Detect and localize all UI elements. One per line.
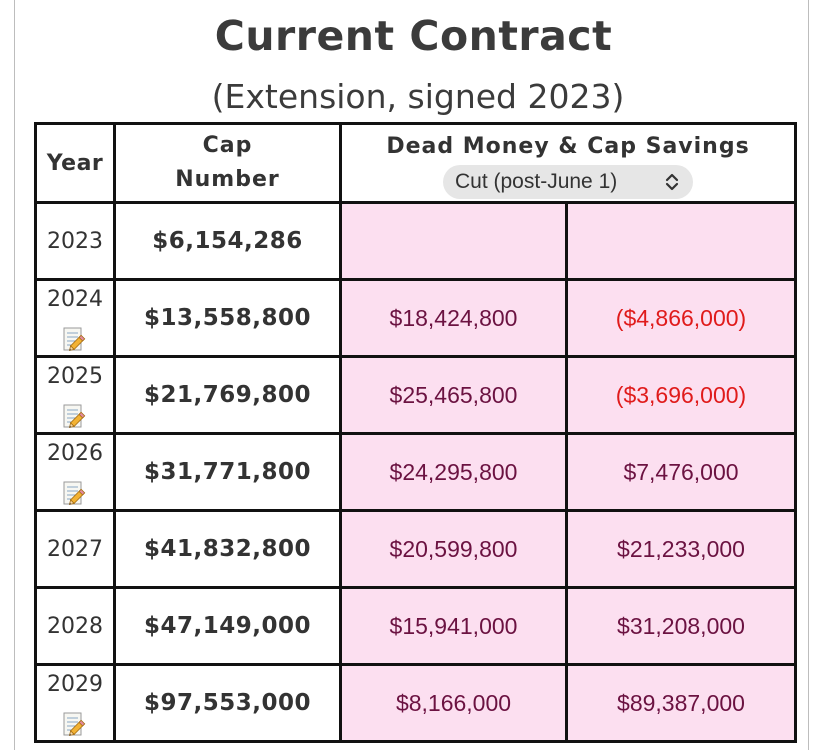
chevron-up-down-icon — [665, 173, 679, 190]
table-header-row: Year Cap Number Dead Money & Cap Savings… — [34, 122, 798, 204]
content-frame-left-border — [14, 0, 15, 750]
year-label: 2027 — [47, 536, 103, 562]
year-label: 2029 — [47, 672, 103, 697]
content-frame-right-border — [808, 0, 809, 750]
cap-number-cell: $31,771,800 — [113, 432, 342, 512]
cap-number-cell: $6,154,286 — [113, 201, 342, 281]
cap-savings-cell: $21,233,000 — [564, 509, 798, 589]
cap-number-cell: $47,149,000 — [113, 586, 342, 666]
page-title: Current Contract — [214, 12, 613, 60]
year-cell: 2028 — [34, 586, 116, 666]
year-cell: 2024 — [34, 278, 116, 358]
table-row: 2023 $6,154,286 — [34, 201, 798, 281]
year-label: 2023 — [47, 228, 103, 254]
cap-number-cell: $21,769,800 — [113, 355, 342, 435]
dead-money-cell: $18,424,800 — [339, 278, 568, 358]
cap-number-cell: $97,553,000 — [113, 663, 342, 743]
table-row: 2026 $31,771,800 $24,295,800 $7,476,000 — [34, 432, 798, 512]
year-cell: 2023 — [34, 201, 116, 281]
cap-number-cell: $13,558,800 — [113, 278, 342, 358]
memo-pencil-icon[interactable] — [61, 479, 89, 507]
year-label: 2028 — [47, 613, 103, 639]
dead-money-cell: $25,465,800 — [339, 355, 568, 435]
year-cell: 2025 — [34, 355, 116, 435]
dead-money-cell — [339, 201, 568, 281]
cap-number-column-header: Cap Number — [113, 122, 342, 204]
scenario-select[interactable]: Cut (post-June 1) — [443, 164, 693, 199]
year-label: 2025 — [47, 364, 103, 389]
dead-money-header-label: Dead Money & Cap Savings — [386, 133, 750, 159]
year-cell: 2027 — [34, 509, 116, 589]
cap-header-line-1: Cap — [202, 133, 253, 158]
year-label: 2024 — [47, 287, 103, 312]
cap-savings-cell: $31,208,000 — [564, 586, 798, 666]
memo-pencil-icon[interactable] — [61, 402, 89, 430]
table-row: 2027 $41,832,800 $20,599,800 $21,233,000 — [34, 509, 798, 589]
year-column-header: Year — [34, 122, 116, 204]
dead-money-column-header: Dead Money & Cap Savings Cut (post-June … — [338, 122, 798, 204]
dead-money-cell: $20,599,800 — [339, 509, 568, 589]
dead-money-cell: $8,166,000 — [339, 663, 568, 743]
cap-savings-cell: $89,387,000 — [564, 663, 798, 743]
table-row: 2024 $13,558,800 $18,424,800 ($4,866,000) — [34, 278, 798, 358]
page-subtitle: (Extension, signed 2023) — [211, 77, 625, 116]
memo-pencil-icon[interactable] — [61, 710, 89, 738]
dead-money-cell: $15,941,000 — [339, 586, 568, 666]
contract-table: Year Cap Number Dead Money & Cap Savings… — [34, 122, 798, 743]
cap-header-line-2: Number — [175, 167, 280, 192]
year-cell: 2026 — [34, 432, 116, 512]
dead-money-cell: $24,295,800 — [339, 432, 568, 512]
memo-pencil-icon[interactable] — [61, 325, 89, 353]
scenario-select-value: Cut (post-June 1) — [455, 169, 618, 193]
table-row: 2028 $47,149,000 $15,941,000 $31,208,000 — [34, 586, 798, 666]
cap-savings-cell: ($4,866,000) — [564, 278, 798, 358]
cap-savings-cell: ($3,696,000) — [564, 355, 798, 435]
cap-savings-cell — [564, 201, 798, 281]
cap-savings-cell: $7,476,000 — [564, 432, 798, 512]
table-row: 2025 $21,769,800 $25,465,800 ($3,696,000) — [34, 355, 798, 435]
cap-number-cell: $41,832,800 — [113, 509, 342, 589]
year-cell: 2029 — [34, 663, 116, 743]
year-label: 2026 — [47, 441, 103, 466]
table-row: 2029 $97,553,000 $8,166,000 $89,387,000 — [34, 663, 798, 743]
